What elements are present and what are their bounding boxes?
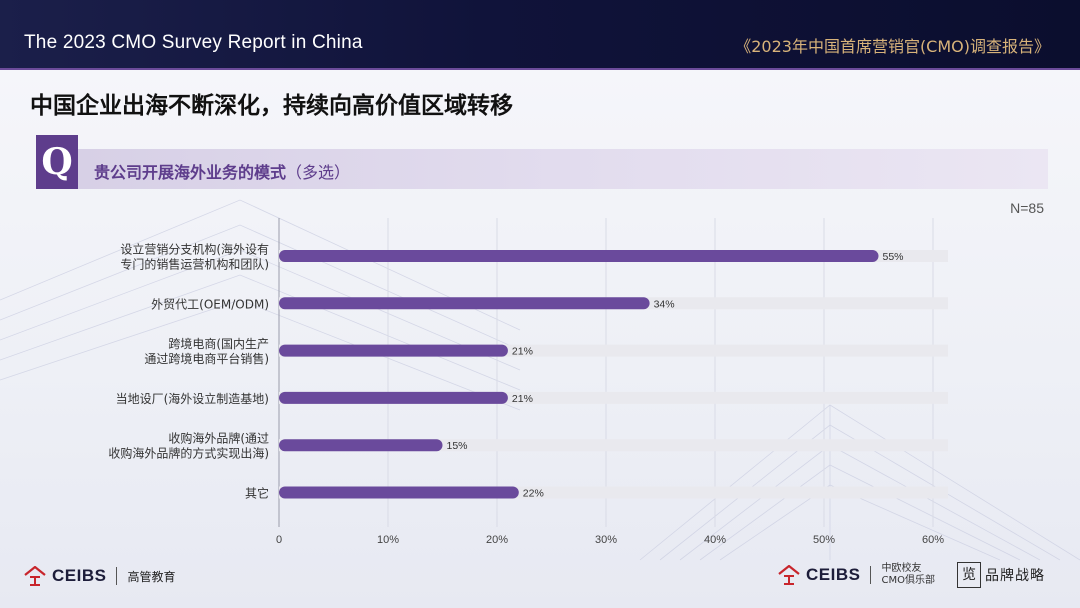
x-tick-label: 30% — [595, 534, 617, 546]
category-label: 外贸代工(OEM/ODM) — [151, 297, 269, 311]
exec-education-label: 高管教育 — [127, 569, 176, 584]
header-bar: The 2023 CMO Survey Report in China 《202… — [0, 0, 1080, 70]
alumni-line-1: 中欧校友 — [881, 563, 922, 574]
sample-size: N=85 — [1010, 200, 1044, 216]
category-label: 收购海外品牌的方式实现出海) — [108, 446, 269, 461]
question-text: 贵公司开展海外业务的模式（多选） — [94, 159, 350, 183]
question-main: 贵公司开展海外业务的模式 — [94, 163, 287, 182]
x-tick-label: 60% — [922, 534, 944, 546]
brand-strategy-label: 品牌战略 — [985, 568, 1045, 584]
data-label: 55% — [883, 251, 904, 263]
alumni-club-label: 中欧校友 CMO俱乐部 — [881, 563, 934, 587]
footer-logo-right: CEIBS 中欧校友 CMO俱乐部 — [778, 563, 935, 587]
bar — [279, 391, 508, 404]
bar — [279, 344, 508, 357]
category-label: 当地设厂(海外设立制造基地) — [116, 391, 269, 406]
question-badge: Q — [36, 135, 78, 189]
brand-strategy-logo: 览 品牌战略 — [957, 562, 1045, 588]
category-label: 跨境电商(国内生产 — [168, 336, 269, 351]
x-tick-label: 40% — [704, 534, 726, 546]
category-label: 收购海外品牌(通过 — [168, 431, 269, 446]
ceibs-logo-icon — [24, 566, 46, 586]
category-label: 专门的销售运营机构和团队) — [120, 257, 269, 272]
footer-logo-left: CEIBS 高管教育 — [24, 566, 175, 586]
category-label: 设立营销分支机构(海外设有 — [120, 242, 269, 257]
footer-divider — [870, 566, 872, 584]
category-label: 通过跨境电商平台销售) — [144, 351, 269, 366]
question-banner: Q 贵公司开展海外业务的模式（多选） — [36, 135, 1048, 189]
bar — [279, 486, 519, 499]
data-label: 21% — [512, 346, 533, 358]
ceibs-brand: CEIBS — [52, 566, 107, 585]
x-tick-label: 10% — [377, 534, 399, 546]
data-label: 34% — [654, 298, 675, 310]
x-tick-label: 0 — [276, 534, 282, 546]
data-label: 22% — [523, 488, 544, 500]
question-band — [78, 149, 1048, 189]
page-title: 中国企业出海不断深化，持续向高价值区域转移 — [30, 93, 513, 119]
x-tick-label: 50% — [813, 534, 835, 546]
category-label: 其它 — [245, 486, 269, 501]
x-tick-label: 20% — [486, 534, 508, 546]
bar — [279, 439, 443, 452]
bar — [279, 250, 879, 262]
data-label: 15% — [447, 440, 468, 452]
question-note: （多选） — [286, 163, 351, 182]
report-title-en: The 2023 CMO Survey Report in China — [24, 32, 363, 53]
bar-track — [279, 439, 948, 452]
bar — [279, 297, 650, 310]
ceibs-logo-icon — [778, 565, 800, 585]
footer-divider — [116, 567, 118, 585]
ceibs-brand-alumni: CEIBS — [806, 565, 861, 584]
brand-seal-icon: 览 — [957, 562, 981, 588]
data-label: 21% — [512, 393, 533, 405]
report-title-cn: 《2023年中国首席营销官(CMO)调查报告》 — [735, 37, 1050, 56]
alumni-line-2: CMO俱乐部 — [881, 575, 935, 586]
